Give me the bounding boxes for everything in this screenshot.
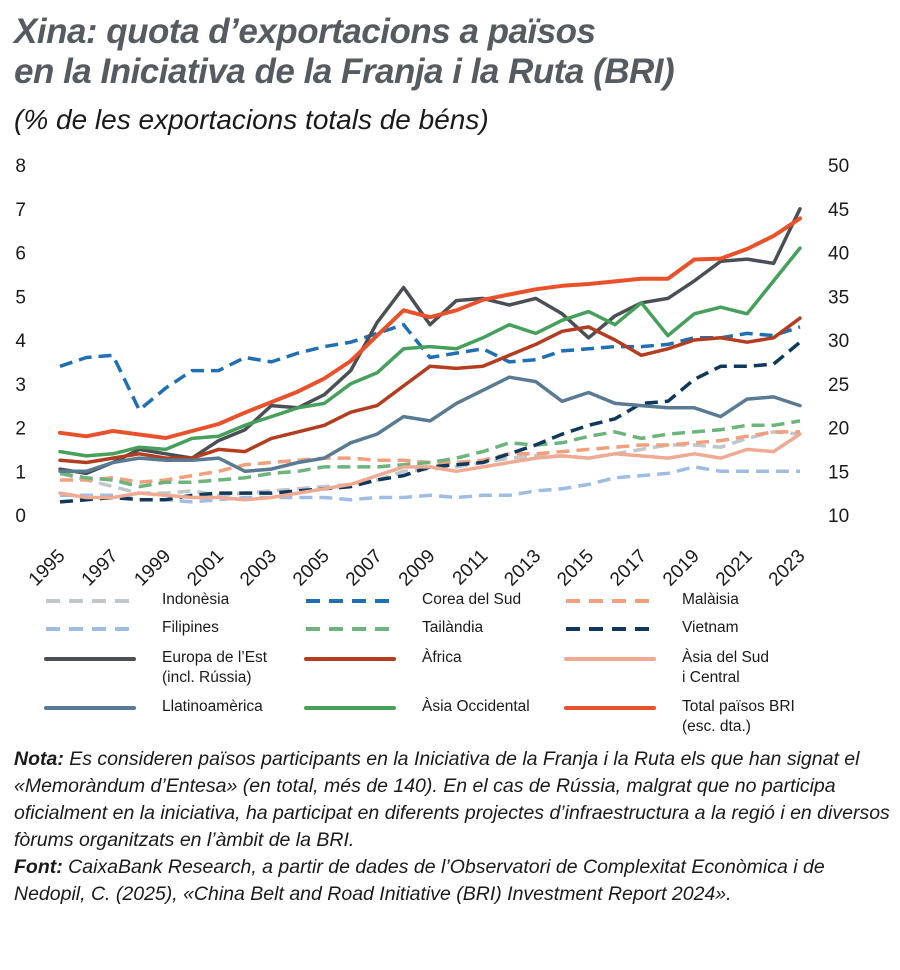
x-tick-label: 2009 bbox=[395, 546, 440, 590]
legend-swatch bbox=[44, 706, 136, 710]
legend-label: Total països BRI (esc. dta.) bbox=[682, 698, 795, 735]
legend-item: Vietnam bbox=[560, 618, 820, 662]
chart-title-line-2: en la Iniciativa de la Franja i la Ruta … bbox=[14, 52, 675, 91]
legend-item: Àsia del Sud i Central bbox=[560, 648, 820, 692]
x-tick-label: 2003 bbox=[236, 546, 281, 590]
y-right-tick-label: 30 bbox=[828, 331, 849, 352]
legend-item: Àfrica bbox=[300, 648, 560, 692]
legend-swatch bbox=[306, 599, 394, 603]
legend-label: Llatinoamèrica bbox=[162, 698, 263, 715]
x-tick-label: 2001 bbox=[183, 546, 228, 590]
x-tick-label: 2017 bbox=[606, 546, 651, 590]
legend-swatch bbox=[46, 599, 134, 603]
y-left-tick-label: 6 bbox=[15, 244, 26, 265]
legend-label: Tailàndia bbox=[422, 619, 484, 636]
y-left-tick-label: 8 bbox=[15, 156, 26, 177]
y-left-tick-label: 0 bbox=[15, 506, 26, 527]
legend-swatch bbox=[306, 627, 394, 631]
source-label: Font: bbox=[14, 856, 63, 878]
legend-label: Europa de l’Est (incl. Rússia) bbox=[162, 649, 268, 686]
x-tick-label: 2011 bbox=[449, 546, 493, 590]
y-right-tick-label: 20 bbox=[828, 419, 849, 440]
y-left-tick-label: 7 bbox=[15, 200, 26, 221]
source-text: CaixaBank Research, a partir de dades de… bbox=[14, 856, 825, 905]
series-line-11 bbox=[58, 246, 802, 458]
legend-item: Europa de l’Est (incl. Rússia) bbox=[40, 648, 300, 692]
legend-item: Àsia Occidental bbox=[300, 697, 560, 741]
legend-label: Àsia Occidental bbox=[422, 698, 530, 715]
legend-item: Total països BRI (esc. dta.) bbox=[560, 697, 820, 741]
y-left-tick-label: 4 bbox=[15, 331, 26, 352]
y-right-tick-label: 40 bbox=[828, 244, 849, 265]
right-axis: 10 15 20 25 30 35 40 45 50 bbox=[828, 156, 849, 527]
x-tick-label: 2015 bbox=[553, 546, 598, 590]
series-line-2 bbox=[59, 322, 801, 412]
legend-swatch bbox=[566, 599, 654, 603]
footnote: Nota: Es consideren països participants … bbox=[14, 746, 894, 908]
x-tick-label: 1997 bbox=[78, 546, 123, 590]
legend-label: Malàisia bbox=[682, 591, 739, 608]
note-label: Nota: bbox=[14, 748, 64, 770]
x-tick-label: 2023 bbox=[765, 546, 810, 590]
legend-label: Àsia del Sud i Central bbox=[682, 649, 770, 686]
legend-item: Corea del Sud bbox=[300, 590, 560, 634]
chart-subtitle: (% de les exportacions totals de béns) bbox=[14, 104, 489, 135]
legend: Indonèsia Corea del Sud Malàisia Filipines T… bbox=[40, 585, 890, 735]
series-line-5 bbox=[59, 419, 801, 489]
x-tick-label: 1995 bbox=[25, 546, 70, 590]
y-right-tick-label: 50 bbox=[828, 156, 849, 177]
legend-item: Llatinoamèrica bbox=[40, 697, 300, 741]
legend-swatch bbox=[304, 706, 396, 710]
legend-swatch bbox=[44, 657, 136, 661]
x-tick-label: 2019 bbox=[659, 546, 704, 590]
chart-title-line-1: Xina: quota d’exportacions a països bbox=[14, 12, 596, 51]
x-axis: 1995 1997 1999 2001 2003 2005 2007 2009 2011 2013… bbox=[25, 546, 810, 590]
y-right-tick-label: 25 bbox=[828, 375, 849, 396]
legend-item: Filipines bbox=[40, 618, 300, 662]
series-layer bbox=[58, 207, 802, 504]
y-right-tick-label: 10 bbox=[828, 506, 849, 527]
series-line-8 bbox=[58, 316, 802, 465]
chart-title: Xina: quota d’exportacions a països en l… bbox=[14, 12, 675, 92]
series-line-10 bbox=[58, 375, 802, 474]
y-right-tick-label: 45 bbox=[828, 200, 849, 221]
y-left-tick-label: 5 bbox=[15, 287, 26, 308]
legend-label: Filipines bbox=[162, 619, 219, 636]
legend-item: Malàisia bbox=[560, 590, 820, 634]
legend-label: Indonèsia bbox=[162, 591, 230, 608]
y-right-tick-label: 35 bbox=[828, 287, 849, 308]
legend-swatch bbox=[46, 627, 134, 631]
series-line-12 bbox=[58, 216, 802, 440]
legend-swatch bbox=[564, 706, 656, 710]
source-paragraph: Font: CaixaBank Research, a partir de da… bbox=[14, 854, 894, 908]
legend-swatch bbox=[566, 627, 654, 631]
legend-label: Corea del Sud bbox=[422, 591, 522, 608]
legend-item: Indonèsia bbox=[40, 590, 300, 634]
x-tick-label: 2005 bbox=[289, 546, 334, 590]
legend-swatch bbox=[304, 657, 396, 661]
y-left-tick-label: 2 bbox=[15, 419, 26, 440]
x-tick-label: 2013 bbox=[501, 546, 546, 590]
note-paragraph: Nota: Es consideren països participants … bbox=[14, 746, 894, 854]
y-left-tick-label: 1 bbox=[15, 462, 26, 483]
series-line-9 bbox=[58, 432, 802, 502]
x-tick-label: 1999 bbox=[131, 546, 176, 590]
legend-label: Àfrica bbox=[422, 649, 462, 666]
x-tick-label: 2021 bbox=[712, 546, 757, 590]
note-text: Es consideren països participants en la … bbox=[14, 748, 890, 851]
legend-item: Tailàndia bbox=[300, 618, 560, 662]
left-axis: 0 1 2 3 4 5 6 7 8 bbox=[15, 156, 26, 527]
x-tick-label: 2007 bbox=[342, 546, 387, 590]
series-line-4 bbox=[60, 465, 800, 504]
legend-label: Vietnam bbox=[682, 619, 739, 636]
legend-swatch bbox=[564, 657, 656, 661]
y-right-tick-label: 15 bbox=[828, 462, 849, 483]
y-left-tick-label: 3 bbox=[15, 375, 26, 396]
